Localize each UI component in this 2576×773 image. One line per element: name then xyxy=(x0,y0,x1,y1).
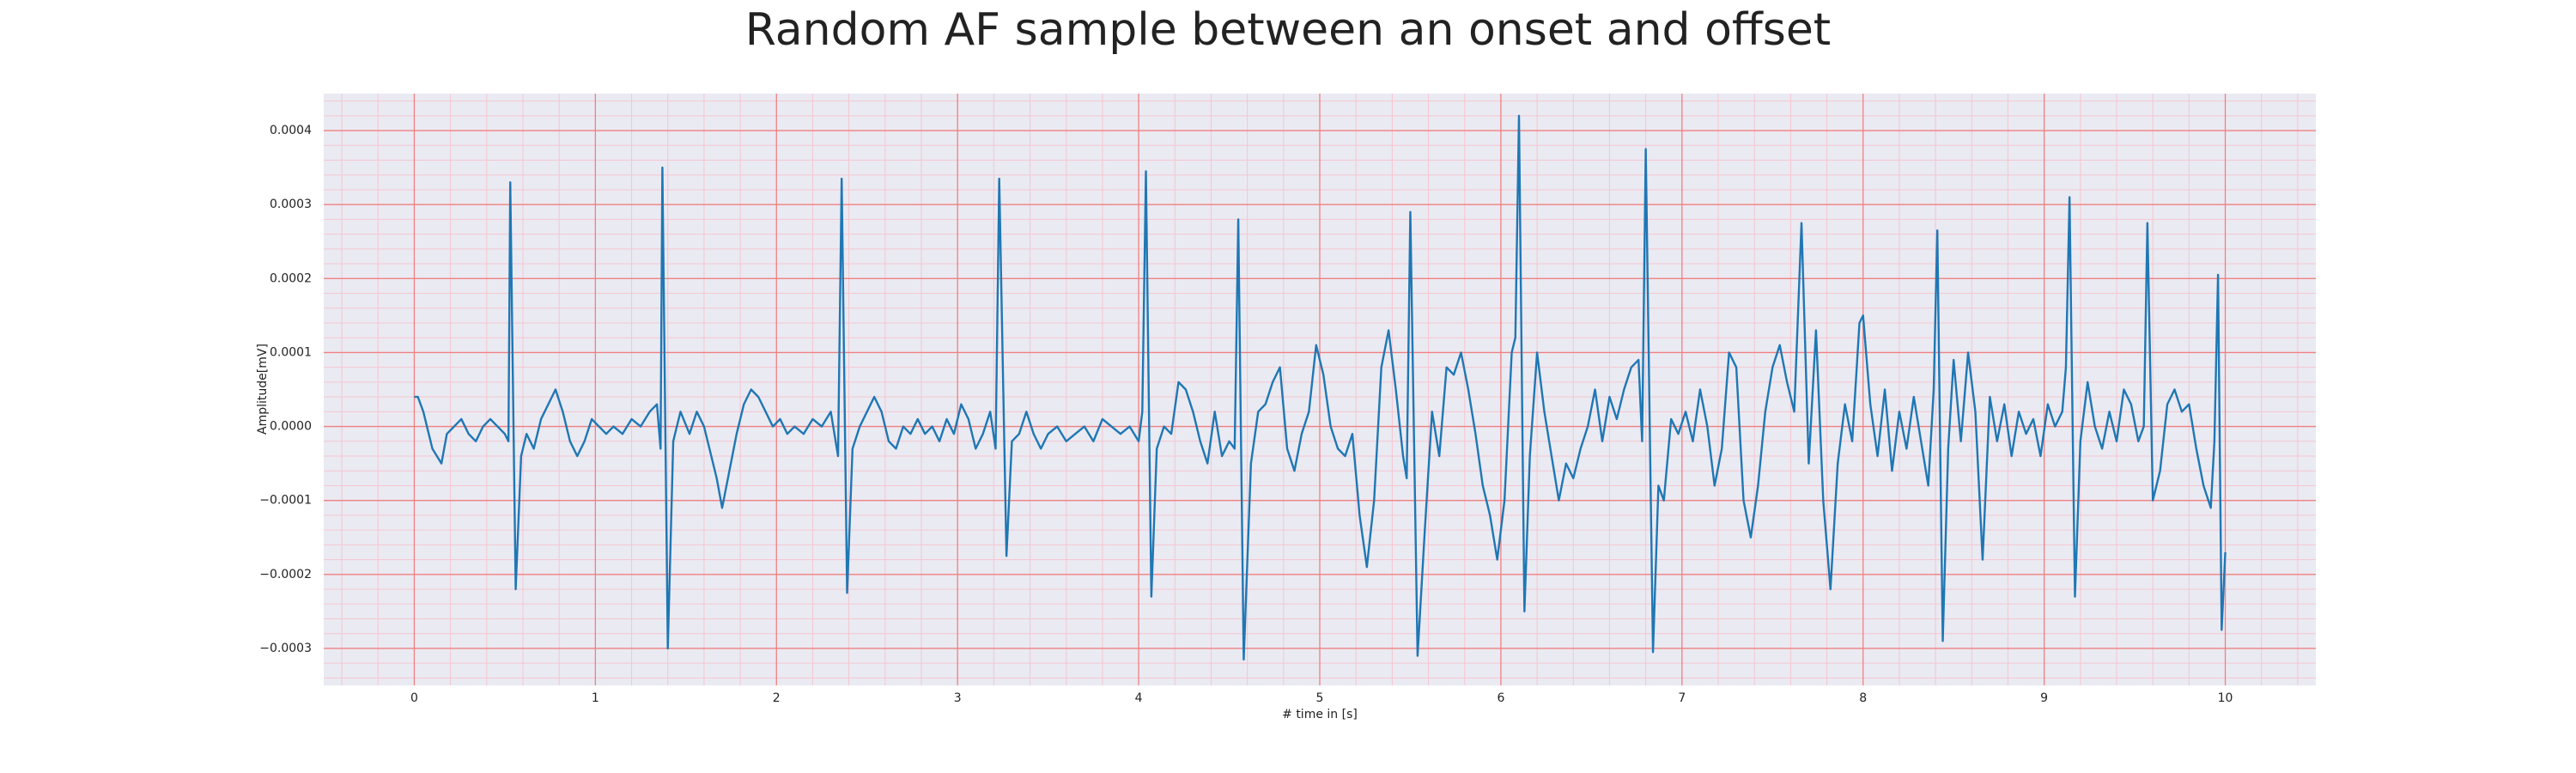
y-tick-label: 0.0003 xyxy=(270,198,312,211)
y-tick-label: −0.0002 xyxy=(259,568,312,581)
y-tick-label: 0.0004 xyxy=(270,124,312,137)
x-tick-label: 0 xyxy=(410,691,418,705)
x-tick-label: 6 xyxy=(1497,691,1504,705)
y-tick-label: 0.0001 xyxy=(270,345,312,359)
x-tick-label: 3 xyxy=(954,691,962,705)
x-tick-label: 4 xyxy=(1135,691,1143,705)
x-axis-label: # time in [s] xyxy=(1282,708,1358,721)
x-tick-label: 8 xyxy=(1859,691,1867,705)
y-tick-label: 0.0000 xyxy=(270,420,312,434)
signal-line xyxy=(414,114,2227,661)
plot-area: 0 1 2 3 4 5 6 7 8 9 10 −0.0003 −0.0002 −0.0001 0.0000 0… xyxy=(259,94,2316,705)
x-tick-label: 9 xyxy=(2040,691,2048,705)
x-tick-label: 1 xyxy=(592,691,599,705)
x-tick-label: 10 xyxy=(2218,691,2233,705)
x-tick-label: 7 xyxy=(1678,691,1686,705)
y-axis-label: Amplitude[mV] xyxy=(256,344,270,435)
chart-title: Random AF sample between an onset and of… xyxy=(745,4,1831,56)
y-tick-label: 0.0002 xyxy=(270,271,312,285)
x-tick-label: 5 xyxy=(1316,691,1324,705)
x-tick-label: 2 xyxy=(773,691,781,705)
y-tick-label: −0.0003 xyxy=(259,642,312,655)
y-tick-label: −0.0001 xyxy=(259,494,312,508)
